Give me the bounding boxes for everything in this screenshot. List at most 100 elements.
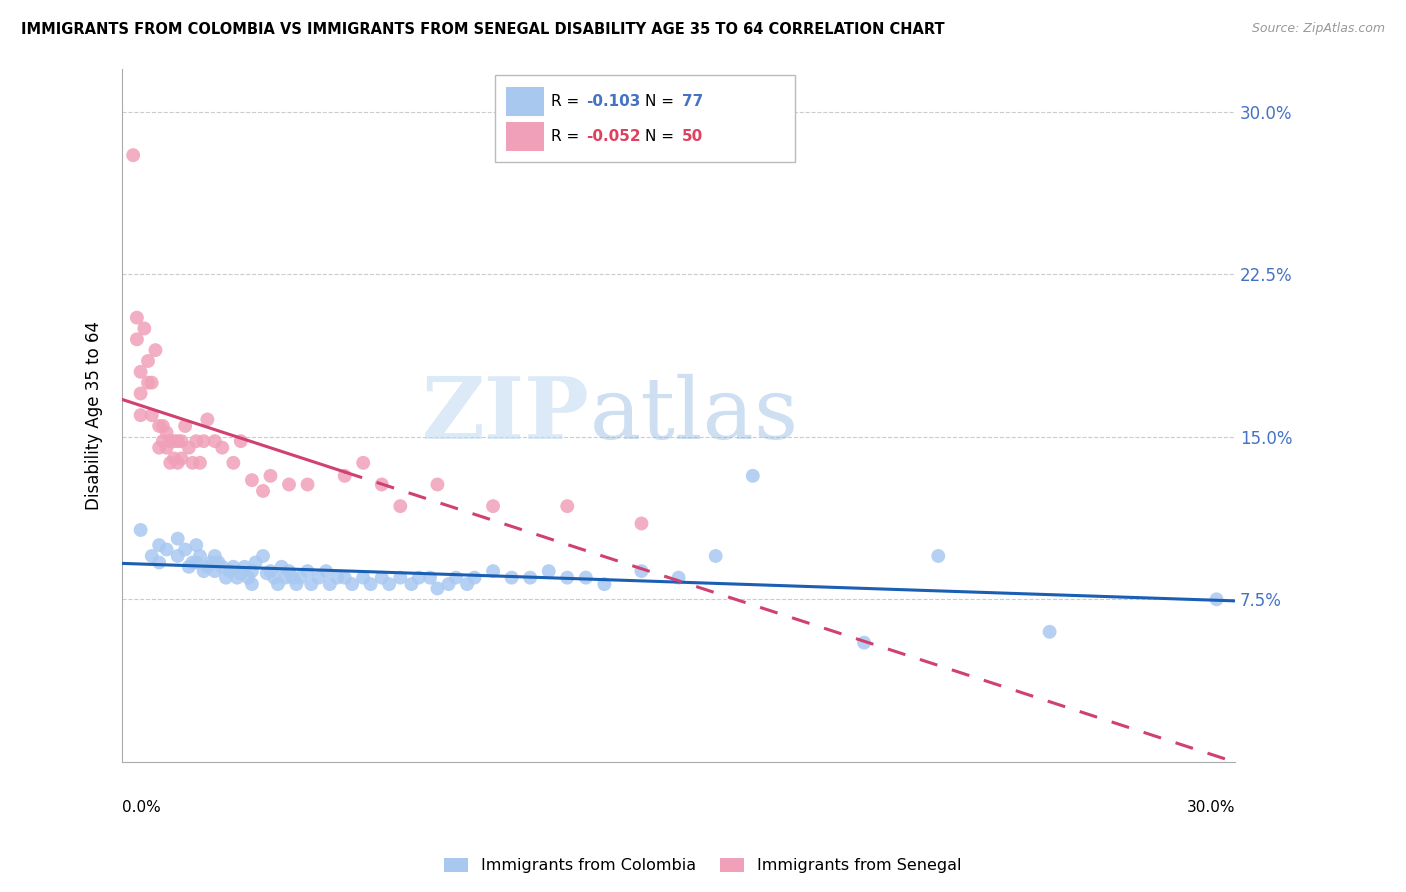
Point (319, 577, 342, 591)
Text: 77: 77 (682, 95, 703, 110)
Point (166, 532, 188, 546)
Point (166, 549, 188, 563)
FancyBboxPatch shape (495, 76, 796, 162)
Point (408, 571, 430, 585)
Point (630, 516, 652, 531)
Point (668, 571, 690, 585)
Point (238, 571, 260, 585)
Point (211, 441, 233, 455)
Point (555, 499, 578, 513)
Point (463, 571, 485, 585)
Point (207, 556, 229, 570)
Point (281, 571, 304, 585)
Point (177, 559, 200, 574)
Point (166, 456, 188, 470)
Point (401, 577, 423, 591)
Point (141, 549, 163, 563)
Point (159, 456, 181, 470)
Point (229, 566, 252, 581)
Point (141, 408, 163, 422)
Point (148, 556, 170, 570)
Point (371, 477, 394, 491)
Point (125, 310, 148, 325)
Point (125, 332, 148, 346)
Point (129, 365, 152, 379)
Point (129, 408, 152, 422)
Point (170, 451, 193, 466)
Point (186, 434, 208, 449)
Point (204, 549, 226, 563)
Point (166, 434, 188, 449)
Point (226, 571, 249, 585)
Point (211, 559, 233, 574)
Point (270, 559, 292, 574)
Point (148, 419, 170, 434)
Point (129, 386, 152, 401)
Point (274, 571, 297, 585)
Point (240, 564, 263, 578)
FancyBboxPatch shape (506, 122, 544, 151)
Point (630, 564, 652, 578)
Point (222, 456, 245, 470)
Point (181, 456, 204, 470)
Point (297, 564, 319, 578)
Point (155, 542, 177, 557)
Point (170, 434, 193, 449)
Point (704, 549, 727, 563)
Point (299, 577, 322, 591)
Point (240, 473, 263, 487)
Point (360, 577, 382, 591)
Point (263, 571, 285, 585)
Point (437, 577, 460, 591)
Text: 30.0%: 30.0% (1187, 800, 1234, 815)
Point (426, 477, 449, 491)
Point (1205, 592, 1227, 607)
Text: N =: N = (645, 95, 679, 110)
Point (593, 577, 616, 591)
Legend: Immigrants from Colombia, Immigrants from Senegal: Immigrants from Colombia, Immigrants fro… (439, 851, 967, 880)
Point (352, 456, 374, 470)
Point (155, 441, 177, 455)
Text: -0.103: -0.103 (586, 95, 641, 110)
Point (389, 571, 412, 585)
Point (501, 571, 523, 585)
Point (129, 523, 152, 537)
Point (378, 577, 401, 591)
Text: R =: R = (551, 129, 583, 144)
Point (326, 571, 349, 585)
Text: 0.0%: 0.0% (122, 800, 160, 815)
Point (163, 451, 186, 466)
Point (186, 556, 208, 570)
Point (245, 556, 267, 570)
Point (259, 468, 281, 483)
FancyBboxPatch shape (506, 87, 544, 116)
Point (204, 434, 226, 449)
Point (193, 434, 215, 449)
Point (482, 499, 505, 513)
Point (288, 571, 311, 585)
Point (252, 549, 274, 563)
Point (181, 556, 204, 570)
Point (193, 564, 215, 578)
Y-axis label: Disability Age 35 to 64: Disability Age 35 to 64 (86, 320, 103, 509)
Point (419, 571, 441, 585)
Point (155, 425, 177, 440)
Point (456, 577, 478, 591)
Point (145, 343, 167, 358)
Text: IMMIGRANTS FROM COLOMBIA VS IMMIGRANTS FROM SENEGAL DISABILITY AGE 35 TO 64 CORR: IMMIGRANTS FROM COLOMBIA VS IMMIGRANTS F… (21, 22, 945, 37)
Point (285, 577, 308, 591)
Point (163, 434, 186, 449)
Point (278, 477, 301, 491)
Point (148, 441, 170, 455)
Point (174, 542, 197, 557)
Point (927, 549, 949, 563)
Point (177, 441, 200, 455)
Point (267, 577, 290, 591)
Point (1039, 624, 1062, 639)
Point (229, 434, 252, 449)
Point (482, 564, 505, 578)
Point (174, 419, 197, 434)
Point (195, 559, 218, 574)
Point (371, 571, 394, 585)
Point (152, 419, 174, 434)
